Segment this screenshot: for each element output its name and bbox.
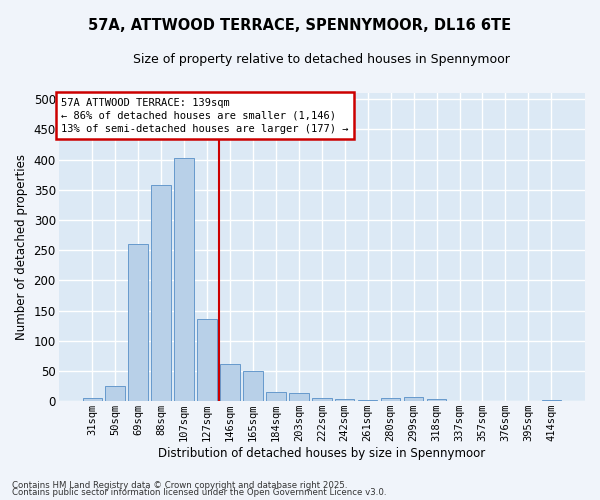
Bar (404, 397, 424, 401)
Bar (427, 399, 446, 401)
Title: Size of property relative to detached houses in Spennymoor: Size of property relative to detached ho… (133, 52, 510, 66)
Bar (518, 400, 538, 401)
Bar (128, 244, 148, 401)
Bar (243, 371, 263, 401)
Bar (175, 158, 194, 401)
Bar (381, 398, 400, 401)
Bar (220, 364, 240, 401)
Bar (106, 386, 125, 401)
Text: 57A ATTWOOD TERRACE: 139sqm
← 86% of detached houses are smaller (1,146)
13% of : 57A ATTWOOD TERRACE: 139sqm ← 86% of det… (61, 98, 349, 134)
Bar (83, 398, 102, 401)
Bar (358, 400, 377, 401)
Bar (450, 400, 469, 401)
Y-axis label: Number of detached properties: Number of detached properties (15, 154, 28, 340)
Text: 57A, ATTWOOD TERRACE, SPENNYMOOR, DL16 6TE: 57A, ATTWOOD TERRACE, SPENNYMOOR, DL16 6… (88, 18, 512, 32)
Bar (335, 399, 355, 401)
Bar (289, 394, 308, 401)
Text: Contains HM Land Registry data © Crown copyright and database right 2025.: Contains HM Land Registry data © Crown c… (12, 480, 347, 490)
Bar (473, 400, 492, 401)
Bar (312, 398, 332, 401)
X-axis label: Distribution of detached houses by size in Spennymoor: Distribution of detached houses by size … (158, 447, 485, 460)
Bar (197, 319, 217, 401)
Bar (266, 392, 286, 401)
Bar (151, 186, 171, 401)
Bar (542, 400, 561, 401)
Text: Contains public sector information licensed under the Open Government Licence v3: Contains public sector information licen… (12, 488, 386, 497)
